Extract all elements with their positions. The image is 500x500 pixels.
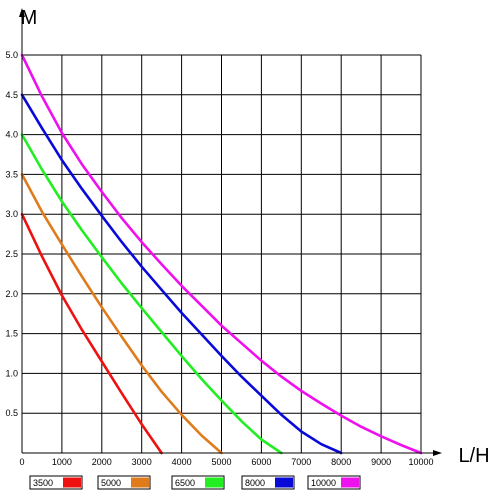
legend-item-10000: 10000 <box>307 475 361 490</box>
legend-swatch-8000 <box>275 477 293 488</box>
y-tick-label: 4.0 <box>5 130 18 140</box>
legend-swatch-10000 <box>341 477 359 488</box>
y-axis-title: M <box>21 7 38 29</box>
legend-label: 10000 <box>311 478 336 488</box>
y-tick-label: 3.0 <box>5 209 18 219</box>
x-tick-label: 5000 <box>211 457 231 467</box>
x-axis-arrow <box>433 450 442 456</box>
legend-item-3500: 3500 <box>29 475 83 490</box>
legend-label: 6500 <box>175 478 195 488</box>
y-tick-label: 0.5 <box>5 408 18 418</box>
legend-item-5000: 5000 <box>97 475 151 490</box>
x-tick-label: 4000 <box>172 457 192 467</box>
y-tick-label: 3.5 <box>5 169 18 179</box>
y-tick-label: 2.0 <box>5 289 18 299</box>
legend: 3500 5000 6500 8000 10000 <box>29 475 361 490</box>
x-tick-label: 10000 <box>408 457 433 467</box>
legend-item-6500: 6500 <box>171 475 225 490</box>
legend-swatch-6500 <box>205 477 223 488</box>
x-tick-label: 2000 <box>92 457 112 467</box>
y-tick-label: 1.0 <box>5 368 18 378</box>
y-axis-arrow <box>19 8 25 17</box>
x-tick-label: 0 <box>19 457 24 467</box>
legend-item-8000: 8000 <box>241 475 295 490</box>
x-axis-title: L/H <box>458 445 489 467</box>
y-tick-label: 2.5 <box>5 249 18 259</box>
y-tick-label: 4.5 <box>5 90 18 100</box>
series-line-3500 <box>20 212 163 455</box>
series-line-5000 <box>20 173 223 455</box>
series-line-10000 <box>20 53 423 455</box>
legend-swatch-3500 <box>63 477 81 488</box>
series-line-6500 <box>20 133 283 455</box>
x-tick-label: 7000 <box>291 457 311 467</box>
series-lines <box>20 53 423 455</box>
x-tick-label: 1000 <box>52 457 72 467</box>
series-line-8000 <box>20 93 343 455</box>
legend-swatch-5000 <box>131 477 149 488</box>
grid <box>22 54 422 453</box>
x-tick-label: 9000 <box>371 457 391 467</box>
legend-label: 8000 <box>245 478 265 488</box>
x-tick-label: 3000 <box>132 457 152 467</box>
x-tick-label: 8000 <box>331 457 351 467</box>
tick-labels: 0 1000 2000 3000 4000 5000 6000 7000 8000 9000 100… <box>5 50 433 467</box>
axes: M L/H <box>19 7 490 467</box>
y-tick-label: 1.5 <box>5 329 18 339</box>
legend-label: 3500 <box>33 478 53 488</box>
x-tick-label: 6000 <box>251 457 271 467</box>
y-tick-label: 5.0 <box>5 50 18 60</box>
legend-label: 5000 <box>101 478 121 488</box>
